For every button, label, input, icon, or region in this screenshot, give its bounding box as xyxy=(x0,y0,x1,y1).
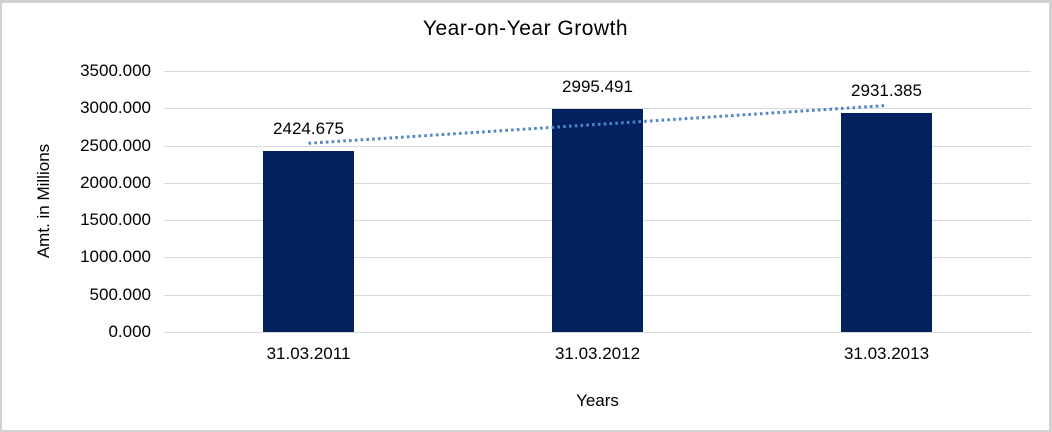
gridline xyxy=(164,71,1031,72)
y-tick-label: 3500.000 xyxy=(80,61,151,80)
x-axis-title: Years xyxy=(576,391,619,410)
bar xyxy=(841,113,932,332)
y-tick-label: 2000.000 xyxy=(80,172,151,192)
y-tick-label: 500.000 xyxy=(89,284,151,304)
x-tick-label: 31.03.2011 xyxy=(266,344,351,363)
y-tick-label: 0.000 xyxy=(108,322,151,341)
bar-data-label: 2995.491 xyxy=(562,76,633,96)
trendline xyxy=(308,104,887,145)
gridline xyxy=(164,332,1031,333)
y-tick-label: 1500.000 xyxy=(80,210,151,230)
bar-data-label: 2424.675 xyxy=(273,119,344,139)
y-axis-title: Amt. in Millions xyxy=(34,143,53,259)
y-tick-label: 1000.000 xyxy=(80,247,151,267)
bar xyxy=(552,108,643,332)
y-tick-label: 3000.000 xyxy=(80,98,151,118)
chart-title: Year-on-Year Growth xyxy=(422,17,629,40)
y-tick-label: 2500.000 xyxy=(80,135,151,155)
bar-data-label: 2931.385 xyxy=(851,81,922,101)
plot-area xyxy=(164,71,1031,333)
bar xyxy=(263,151,354,332)
x-tick-label: 31.03.2012 xyxy=(554,344,641,363)
x-tick-label: 31.03.2013 xyxy=(843,344,930,363)
